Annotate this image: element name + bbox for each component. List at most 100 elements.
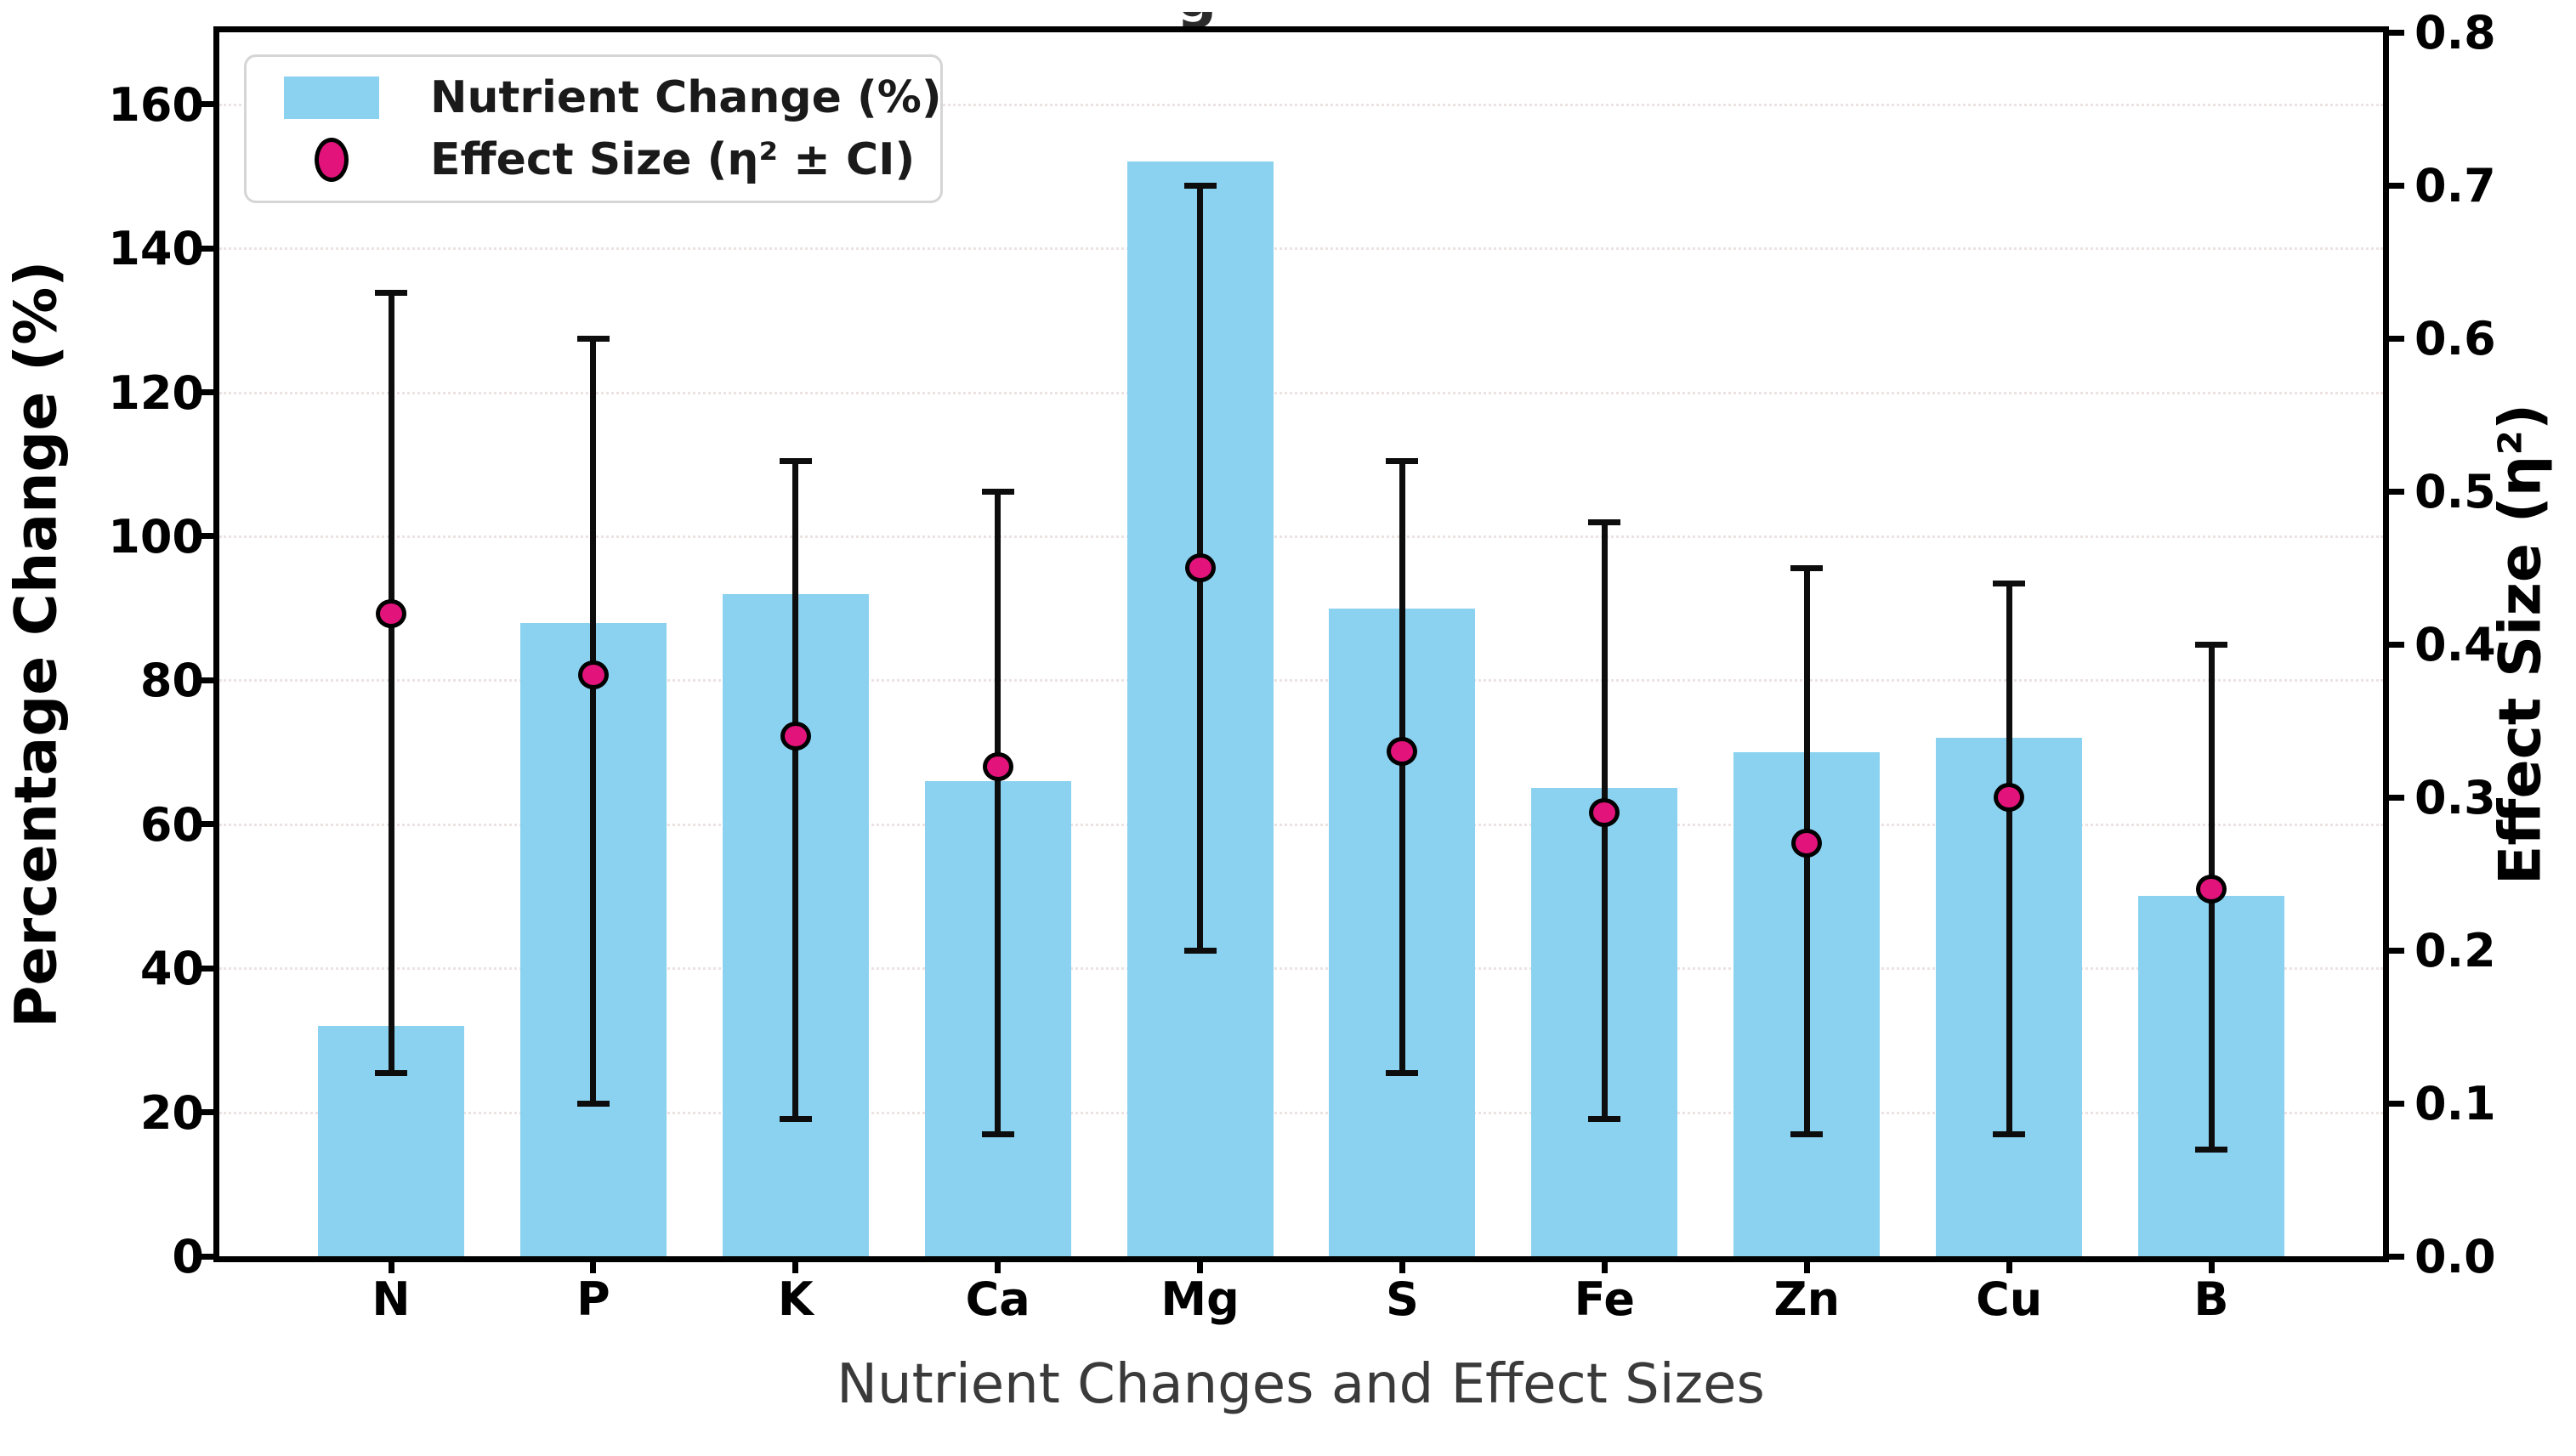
right-tick-label: 0.6 [2414,312,2496,365]
right-tick [2389,641,2404,648]
x-tick [1803,1262,1810,1273]
x-tick-label-Fe: Fe [1574,1272,1635,1326]
legend-item-effect-size: Effect Size (η² ± CI) [264,134,940,186]
errorbar-cap-bottom [2195,1146,2227,1153]
left-tick [198,1109,213,1116]
left-tick-label: 120 [108,365,204,420]
x-tick [2208,1262,2215,1273]
x-tick [1399,1262,1405,1273]
legend-box: Nutrient Change (%) Effect Size (η² ± CI… [244,54,943,203]
left-tick-label: 80 [139,654,204,708]
errorbar-cap-top [576,335,610,342]
right-tick-label: 0.2 [2414,924,2496,977]
effect-size-marker-K [780,722,811,751]
errorbar-cap-top [1790,564,1824,571]
errorbar-cap-top [981,488,1014,495]
right-tick-label: 0.4 [2414,618,2496,671]
errorbar-cap-bottom [576,1100,610,1107]
right-tick-label: 0.3 [2414,771,2496,824]
right-tick-label: 0.8 [2414,6,2496,59]
gridline [219,967,2383,971]
effect-size-marker-P [577,660,609,689]
gridline [219,535,2383,538]
errorbar-line-K [792,461,799,1119]
x-tick [590,1262,597,1273]
gridlines-layer [219,32,2383,1256]
right-tick-label: 0.1 [2414,1077,2496,1130]
x-tick-label-P: P [576,1272,610,1326]
x-axis-title: Nutrient Changes and Effect Sizes [837,1353,1765,1416]
effect-size-marker-icon [315,138,349,183]
left-tick [198,677,213,683]
left-tick-label: 140 [108,222,204,276]
errorbar-cap-bottom [1588,1115,1621,1122]
x-tick [388,1262,394,1273]
errorbar-cap-bottom [1993,1130,2026,1137]
clipped-chart-title: g [1172,12,1248,27]
errorbars-layer [219,32,2383,1256]
errorbar-cap-top [779,457,812,464]
errorbar-line-Ca [995,491,1001,1134]
gridline [219,103,2383,106]
x-tick-label-Ca: Ca [965,1272,1030,1326]
legend-handle [264,138,400,183]
x-tick-label-S: S [1385,1272,1419,1326]
x-tick-label-Mg: Mg [1160,1272,1240,1326]
left-tick-label: 0 [172,1230,204,1283]
x-tick-label-N: N [372,1272,411,1326]
errorbar-line-P [590,338,597,1103]
gridline [219,679,2383,683]
x-tick [1601,1262,1608,1273]
effect-size-marker-Ca [982,752,1013,781]
effect-size-marker-Zn [1791,829,1823,858]
left-tick-label: 20 [139,1085,204,1140]
right-tick [2389,488,2404,495]
clipped-title-glyph: g [1177,12,1217,27]
errorbar-cap-top [375,289,407,296]
plot-area [213,26,2389,1262]
x-tick-label-K: K [777,1272,814,1326]
x-tick-label-B: B [2193,1272,2229,1326]
errorbar-line-S [1399,461,1405,1073]
left-tick-label: 60 [139,797,204,852]
gridline [219,1111,2383,1114]
errorbar-cap-bottom [779,1115,812,1122]
x-tick [792,1262,799,1273]
errorbar-cap-bottom [1790,1130,1824,1137]
errorbar-cap-bottom [1386,1069,1419,1076]
left-tick [198,533,213,540]
errorbar-cap-bottom [1183,947,1217,954]
left-tick [198,821,213,828]
errorbar-cap-top [1183,182,1217,189]
gridline [219,823,2383,826]
x-tick [1197,1262,1204,1273]
right-tick [2389,947,2404,954]
left-tick-label: 100 [108,509,204,564]
right-tick [2389,1100,2404,1107]
right-tick-label: 0.0 [2414,1230,2496,1283]
errorbar-cap-top [2195,641,2227,648]
effect-size-marker-B [2196,875,2227,904]
effect-size-marker-S [1387,737,1418,766]
right-tick [2389,794,2404,801]
errorbar-line-Cu [2006,583,2012,1134]
right-tick-label: 0.7 [2414,159,2496,212]
x-tick [995,1262,1001,1273]
legend-handle [264,76,400,119]
right-tick [2389,335,2404,342]
errorbar-cap-bottom [981,1130,1014,1137]
left-tick [198,1253,213,1260]
left-tick [198,389,213,396]
errorbar-cap-top [1386,457,1419,464]
left-tick [198,101,213,108]
effect-size-marker-Cu [1994,783,2025,812]
left-tick-label: 160 [108,77,204,132]
legend-label: Effect Size (η² ± CI) [430,134,916,186]
left-tick [198,245,213,252]
legend-label: Nutrient Change (%) [430,71,942,123]
gridline [219,247,2383,251]
bars-layer [219,32,2383,1256]
legend-item-bars: Nutrient Change (%) [264,71,942,123]
gridline [219,391,2383,394]
